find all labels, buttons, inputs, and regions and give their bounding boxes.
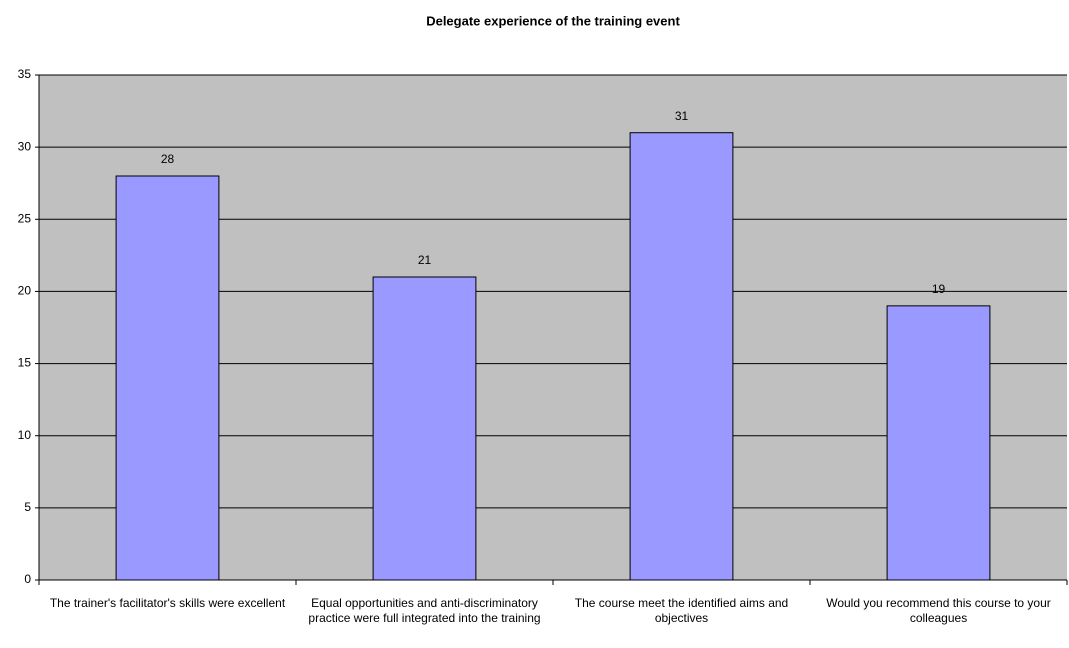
x-tick-label: The course meet the identified aims and …: [574, 596, 789, 625]
x-tick-label: Would you recommend this course to your …: [826, 596, 1051, 625]
bar: [115, 175, 220, 581]
x-tick-label: Equal opportunities and anti-discriminat…: [308, 596, 541, 625]
chart-title: Delegate experience of the training even…: [426, 13, 680, 28]
data-label: 19: [932, 282, 946, 296]
y-tick-label: 0: [24, 572, 31, 586]
bar: [629, 132, 734, 581]
y-tick-label: 30: [18, 139, 32, 153]
bar: [372, 276, 477, 581]
y-tick-label: 25: [18, 211, 32, 225]
y-tick-label: 10: [18, 428, 32, 442]
y-tick-label: 20: [18, 284, 32, 298]
y-tick-label: 5: [24, 500, 31, 514]
data-label: 28: [161, 152, 175, 166]
y-tick-label: 15: [18, 356, 32, 370]
bar: [886, 305, 991, 581]
y-tick-label: 35: [18, 67, 32, 81]
data-label: 21: [418, 253, 432, 267]
x-tick-label: The trainer's facilitator's skills were …: [49, 596, 286, 610]
data-label: 31: [675, 109, 689, 123]
